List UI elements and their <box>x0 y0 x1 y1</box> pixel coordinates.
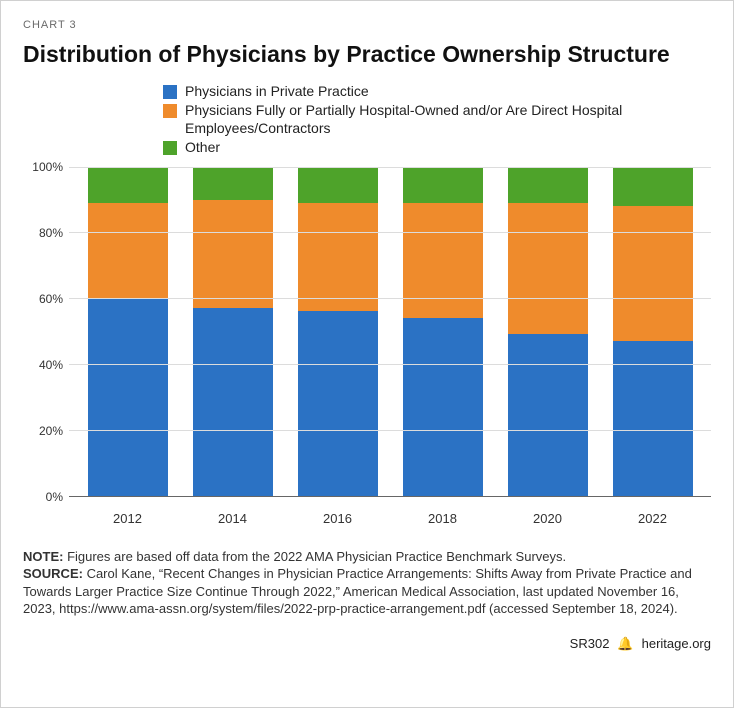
bar-segment-private <box>88 298 168 495</box>
bars-container <box>69 167 711 496</box>
note-text: Figures are based off data from the 2022… <box>63 549 566 564</box>
bar-segment-other <box>88 167 168 203</box>
bar-segment-private <box>298 311 378 495</box>
footer: SR302 🔔 heritage.org <box>23 636 711 652</box>
legend-swatch <box>163 85 177 99</box>
y-tick-label: 100% <box>32 160 63 174</box>
source-label: SOURCE: <box>23 566 83 581</box>
y-tick-label: 40% <box>39 358 63 372</box>
grid-line <box>69 430 711 431</box>
bar-column <box>193 167 273 496</box>
grid-line <box>69 298 711 299</box>
x-tick-label: 2016 <box>298 511 378 526</box>
x-tick-label: 2022 <box>613 511 693 526</box>
bar-segment-other <box>613 167 693 206</box>
x-axis: 2012 2014 2016 2018 2020 2022 <box>69 505 711 526</box>
note-label: NOTE: <box>23 549 63 564</box>
x-tick-label: 2014 <box>193 511 273 526</box>
notes-block: NOTE: Figures are based off data from th… <box>23 548 711 618</box>
chart-number-label: CHART 3 <box>23 19 711 31</box>
legend-label: Physicians in Private Practice <box>185 83 369 101</box>
bar-column <box>613 167 693 496</box>
grid-line <box>69 364 711 365</box>
bar-segment-hospital <box>508 203 588 335</box>
legend-swatch <box>163 104 177 118</box>
legend-item: Other <box>163 139 711 157</box>
chart-title: Distribution of Physicians by Practice O… <box>23 41 711 69</box>
y-tick-label: 80% <box>39 226 63 240</box>
bar-segment-other <box>508 167 588 203</box>
bar-segment-other <box>298 167 378 203</box>
legend-label: Other <box>185 139 220 157</box>
legend-label: Physicians Fully or Partially Hospital-O… <box>185 102 625 137</box>
bar-column <box>403 167 483 496</box>
x-tick-label: 2012 <box>88 511 168 526</box>
bar-segment-hospital <box>88 203 168 298</box>
footer-code: SR302 <box>570 636 610 651</box>
bar-segment-other <box>403 167 483 203</box>
plot-area <box>69 167 711 497</box>
bell-icon: 🔔 <box>617 636 633 652</box>
y-tick-label: 0% <box>46 490 63 504</box>
bar-segment-private <box>508 334 588 495</box>
legend-item: Physicians in Private Practice <box>163 83 711 101</box>
x-tick-label: 2020 <box>508 511 588 526</box>
bar-segment-hospital <box>193 200 273 309</box>
bar-segment-hospital <box>403 203 483 318</box>
chart-area: 0%20%40%60%80%100% <box>23 167 711 497</box>
bar-column <box>508 167 588 496</box>
y-tick-label: 20% <box>39 424 63 438</box>
note-line: NOTE: Figures are based off data from th… <box>23 548 711 566</box>
source-line: SOURCE: Carol Kane, “Recent Changes in P… <box>23 565 711 618</box>
footer-site: heritage.org <box>642 636 711 651</box>
bar-segment-hospital <box>613 206 693 341</box>
bar-segment-private <box>193 308 273 496</box>
bar-segment-private <box>403 318 483 496</box>
legend-swatch <box>163 141 177 155</box>
legend: Physicians in Private PracticePhysicians… <box>163 83 711 157</box>
grid-line <box>69 232 711 233</box>
legend-item: Physicians Fully or Partially Hospital-O… <box>163 102 711 137</box>
bar-column <box>88 167 168 496</box>
bar-column <box>298 167 378 496</box>
y-axis: 0%20%40%60%80%100% <box>23 167 69 497</box>
bar-segment-other <box>193 167 273 200</box>
grid-line <box>69 167 711 168</box>
x-tick-label: 2018 <box>403 511 483 526</box>
source-text: Carol Kane, “Recent Changes in Physician… <box>23 566 692 616</box>
y-tick-label: 60% <box>39 292 63 306</box>
bar-segment-hospital <box>298 203 378 312</box>
